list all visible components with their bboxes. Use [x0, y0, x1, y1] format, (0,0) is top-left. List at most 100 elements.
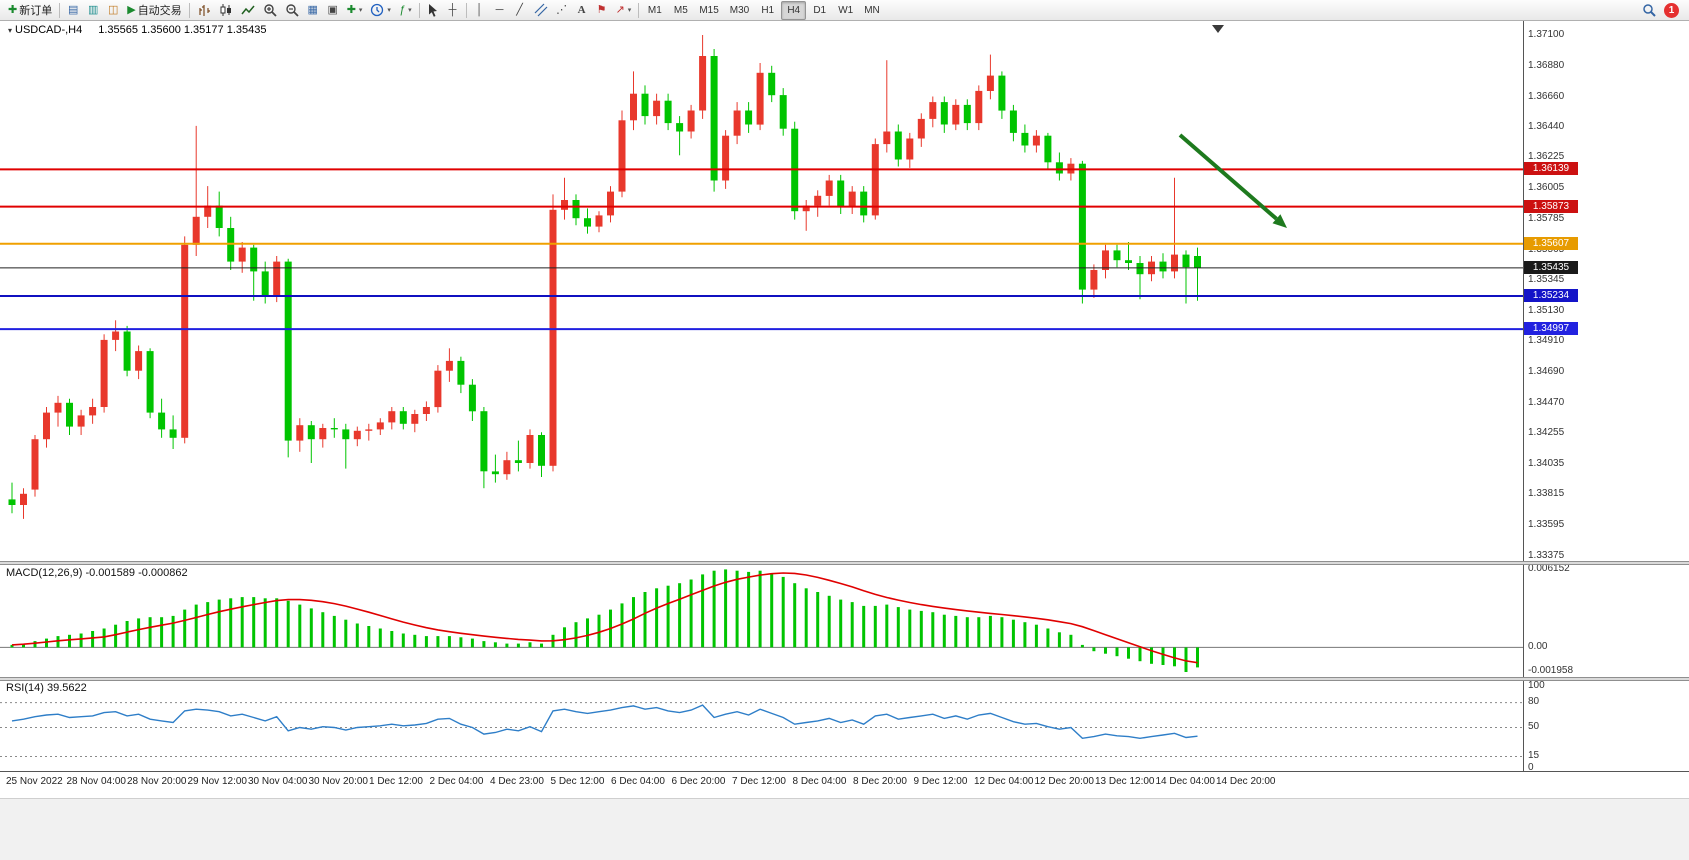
time-tick: 8 Dec 20:00 — [853, 776, 907, 787]
dropdown-icon: ▾ — [408, 7, 412, 14]
time-tick: 14 Dec 04:00 — [1155, 776, 1216, 787]
line-chart-button[interactable] — [237, 1, 259, 20]
new-chart-icon: ✚ — [346, 3, 356, 16]
timeframe-m30-button[interactable]: M30 — [725, 1, 754, 20]
timeframe-h4-button[interactable]: H4 — [781, 0, 807, 20]
timeframe-w1-button[interactable]: W1 — [833, 1, 858, 20]
rsi-axis-0: 0 — [1528, 762, 1534, 773]
price-tag: 1.35234 — [1524, 288, 1578, 302]
timeframe-h1-button[interactable]: H1 — [755, 1, 780, 20]
cascade-windows-button[interactable]: ▣ — [323, 1, 343, 20]
fibonacci-icon: ⋰ — [556, 3, 568, 16]
zoom-in-icon — [263, 3, 277, 17]
trendline-icon: ╱ — [516, 3, 523, 16]
timeframe-group: M1 M5 M15 M30 H1 H4 D1 W1 MN — [642, 0, 885, 20]
price-tick: 1.34035 — [1528, 457, 1565, 469]
chart-ohlc: 1.35565 1.35600 1.35177 1.35435 — [98, 24, 267, 36]
chart-title: ▾ USDCAD-,H4 1.35565 1.35600 1.35177 1.354… — [8, 24, 266, 36]
market-watch-button[interactable]: ▤ — [63, 1, 83, 20]
price-tag: 1.35607 — [1524, 236, 1578, 250]
time-tick: 28 Nov 20:00 — [127, 776, 187, 787]
autotrade-icon: ▶ — [127, 3, 136, 16]
price-tick: 1.35130 — [1528, 304, 1565, 316]
price-tick: 1.34690 — [1528, 366, 1565, 378]
new-order-icon: ✚ — [8, 3, 18, 16]
cursor-button[interactable] — [423, 1, 443, 20]
fibonacci-button[interactable]: ⋰ — [552, 1, 572, 20]
indicators-button[interactable]: ƒ ▾ — [395, 1, 416, 20]
time-tick: 14 Dec 20:00 — [1216, 776, 1276, 787]
zoom-out-button[interactable] — [281, 1, 303, 20]
time-tick: 6 Dec 20:00 — [671, 776, 726, 787]
timeframe-m5-button[interactable]: M5 — [668, 1, 693, 20]
rsi-panel[interactable] — [0, 680, 1523, 771]
new-chart-button[interactable]: ✚ ▾ — [343, 1, 367, 20]
time-tick: 2 Dec 04:00 — [429, 776, 484, 787]
notification-badge[interactable]: 1 — [1664, 2, 1679, 18]
timeframe-m1-button[interactable]: M1 — [642, 1, 667, 20]
time-tick: 1 Dec 12:00 — [369, 776, 423, 787]
dropdown-icon: ▾ — [358, 7, 363, 14]
trendline-button[interactable]: ╱ — [510, 1, 530, 20]
bar-chart-button[interactable] — [193, 1, 215, 20]
channel-button[interactable] — [530, 1, 552, 20]
candle-chart-button[interactable] — [215, 1, 237, 20]
crosshair-button[interactable]: ┼ — [443, 1, 463, 20]
toolbar-separator — [418, 2, 420, 18]
price-tick: 1.34470 — [1528, 396, 1565, 408]
toolbar-separator — [465, 2, 467, 18]
macd-axis-max: 0.006152 — [1528, 563, 1570, 574]
panel-splitter[interactable] — [0, 561, 1689, 565]
time-tick: 8 Dec 04:00 — [792, 776, 847, 787]
channel-icon — [534, 3, 548, 17]
tile-windows-button[interactable]: ▦ — [303, 1, 323, 20]
price-tag: 1.36139 — [1524, 162, 1578, 176]
time-tick: 30 Nov 20:00 — [308, 776, 369, 787]
timeframe-m15-button[interactable]: M15 — [694, 1, 723, 20]
timeframe-d1-button[interactable]: D1 — [807, 1, 832, 20]
time-tick: 30 Nov 04:00 — [248, 776, 308, 787]
rsi-axis-100: 100 — [1528, 680, 1545, 691]
text-button[interactable]: A — [572, 1, 592, 20]
main-chart[interactable] — [0, 22, 1523, 562]
cursor-icon — [427, 3, 439, 17]
rsi-axis-15: 15 — [1528, 750, 1540, 761]
time-tick: 6 Dec 04:00 — [611, 776, 665, 787]
chart-end-marker — [1212, 25, 1224, 33]
candle-chart-icon — [219, 3, 233, 17]
label-button[interactable]: ⚑ — [592, 1, 612, 20]
arrows-button[interactable]: ↗ ▾ — [612, 1, 636, 20]
search-button[interactable] — [1638, 1, 1660, 20]
zoom-in-button[interactable] — [259, 1, 281, 20]
price-tick: 1.36225 — [1528, 151, 1565, 163]
arrow-tool-icon: ↗ — [615, 3, 625, 16]
toolbar: ✚ 新订单 ▤ ▥ ◫ ▶ 自动交易 ▦ ▣ ✚ ▾ ▾ ƒ ▾ ┼ │ ─ ╱ ⋰… — [0, 0, 1689, 21]
navigator-icon: ▥ — [88, 3, 99, 16]
time-tick: 12 Dec 20:00 — [1034, 776, 1095, 787]
panel-splitter[interactable] — [0, 677, 1689, 681]
macd-axis-min: -0.001958 — [1528, 665, 1574, 676]
navigator-button[interactable]: ▥ — [83, 1, 103, 20]
terminal-button[interactable]: ◫ — [103, 1, 123, 20]
price-tick: 1.36005 — [1528, 182, 1565, 194]
line-chart-icon — [241, 3, 255, 17]
horizontal-line-icon: ─ — [495, 3, 504, 16]
horizontal-line-button[interactable]: ─ — [490, 1, 510, 20]
price-tick: 1.33595 — [1528, 519, 1565, 531]
new-order-button[interactable]: ✚ 新订单 — [4, 1, 56, 20]
price-tick: 1.35345 — [1528, 274, 1565, 286]
autotrade-button[interactable]: ▶ 自动交易 — [123, 1, 185, 20]
period-button[interactable]: ▾ — [366, 1, 395, 20]
market-watch-icon: ▤ — [68, 3, 79, 16]
price-tick: 1.36880 — [1528, 59, 1565, 71]
zoom-out-icon — [285, 3, 299, 17]
macd-panel[interactable] — [0, 565, 1523, 677]
dropdown-icon: ▾ — [627, 7, 632, 14]
timeframe-mn-button[interactable]: MN — [859, 1, 885, 20]
annotation-arrow — [1178, 133, 1278, 221]
crosshair-icon: ┼ — [448, 3, 457, 16]
cascade-windows-icon: ▣ — [327, 3, 338, 16]
time-tick: 12 Dec 04:00 — [974, 776, 1034, 787]
price-tick: 1.36660 — [1528, 90, 1565, 102]
vertical-line-button[interactable]: │ — [470, 1, 490, 20]
